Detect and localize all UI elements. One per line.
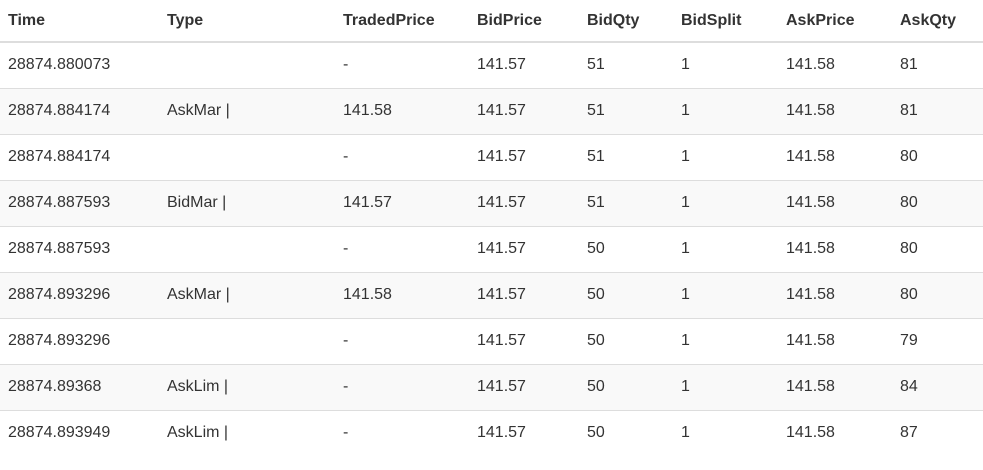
bid-qty-cell: 50: [579, 225, 673, 272]
bid-price-cell: 141.57: [469, 271, 579, 318]
type-cell: AskMar |: [159, 271, 335, 318]
bid-split-cell: 1: [673, 317, 778, 364]
ask-qty-cell: 81: [892, 41, 983, 88]
time-cell: 28874.89368: [0, 363, 159, 410]
ask-qty-cell: 80: [892, 271, 983, 318]
type-cell: [159, 133, 335, 180]
table-row[interactable]: 28874.884174 -141.57 51 1 141.58 80: [0, 133, 983, 180]
bid-qty-cell: 50: [579, 271, 673, 318]
table-row[interactable]: 28874.880073 -141.57 51 1 141.58 81: [0, 41, 983, 88]
ask-qty-cell: 87: [892, 409, 983, 456]
traded-price-cell: -: [335, 41, 469, 88]
header-row: Time Type TradedPrice BidPrice BidQty Bi…: [0, 0, 983, 43]
type-cell: BidMar |: [159, 179, 335, 226]
bid-split-cell: 1: [673, 41, 778, 88]
bid-price-cell: 141.57: [469, 87, 579, 134]
bid-split-cell: 1: [673, 409, 778, 456]
table-row[interactable]: 28874.89368 AskLim | -141.57 50 1 141.58 84: [0, 363, 983, 410]
ask-qty-cell: 81: [892, 87, 983, 134]
traded-price-cell: -: [335, 317, 469, 364]
bid-price-cell: 141.57: [469, 41, 579, 88]
type-cell: [159, 317, 335, 364]
traded-price-cell: 141.58: [335, 87, 469, 134]
type-cell: AskMar |: [159, 87, 335, 134]
type-cell: AskLim |: [159, 409, 335, 456]
time-cell: 28874.893296: [0, 271, 159, 318]
time-cell: 28874.887593: [0, 225, 159, 272]
table-row[interactable]: 28874.887593 -141.57 50 1 141.58 80: [0, 225, 983, 272]
time-cell: 28874.884174: [0, 87, 159, 134]
bid-split-cell: 1: [673, 87, 778, 134]
table-row[interactable]: 28874.887593 BidMar | 141.57 141.57 51 1 141.5…: [0, 179, 983, 226]
type-cell: [159, 225, 335, 272]
bid-split-cell: 1: [673, 363, 778, 410]
traded-price-cell: 141.58: [335, 271, 469, 318]
bid-qty-cell: 51: [579, 87, 673, 134]
bid-price-cell: 141.57: [469, 409, 579, 456]
ask-qty-cell: 79: [892, 317, 983, 364]
traded-price-cell: -: [335, 409, 469, 456]
bid-qty-cell: 50: [579, 363, 673, 410]
trades-table: Time Type TradedPrice BidPrice BidQty Bi…: [0, 0, 983, 456]
column-header-bid-split[interactable]: BidSplit: [673, 0, 778, 43]
type-cell: AskLim |: [159, 363, 335, 410]
ask-price-cell: 141.58: [778, 133, 892, 180]
ask-qty-cell: 80: [892, 225, 983, 272]
bid-split-cell: 1: [673, 271, 778, 318]
ask-qty-cell: 80: [892, 179, 983, 226]
time-cell: 28874.893949: [0, 409, 159, 456]
bid-qty-cell: 51: [579, 133, 673, 180]
column-header-time[interactable]: Time: [0, 0, 159, 43]
ask-price-cell: 141.58: [778, 225, 892, 272]
table-body: 28874.880073-141.57 51 1 141.58 81 28874.8841…: [0, 41, 983, 456]
table-row[interactable]: 28874.893296 AskMar | 141.58 141.57 50 1 141.5…: [0, 271, 983, 318]
time-cell: 28874.887593: [0, 179, 159, 226]
ask-price-cell: 141.58: [778, 271, 892, 318]
ask-price-cell: 141.58: [778, 409, 892, 456]
traded-price-cell: -: [335, 133, 469, 180]
bid-price-cell: 141.57: [469, 133, 579, 180]
bid-price-cell: 141.57: [469, 225, 579, 272]
ask-qty-cell: 80: [892, 133, 983, 180]
table-row[interactable]: 28874.884174 AskMar | 141.58 141.57 51 1 141.5…: [0, 87, 983, 134]
ask-price-cell: 141.58: [778, 41, 892, 88]
bid-qty-cell: 50: [579, 409, 673, 456]
table-row[interactable]: 28874.893296 -141.57 50 1 141.58 79: [0, 317, 983, 364]
time-cell: 28874.880073: [0, 41, 159, 88]
column-header-bid-price[interactable]: BidPrice: [469, 0, 579, 43]
ask-price-cell: 141.58: [778, 179, 892, 226]
column-header-type[interactable]: Type: [159, 0, 335, 43]
ask-price-cell: 141.58: [778, 317, 892, 364]
column-header-bid-qty[interactable]: BidQty: [579, 0, 673, 43]
bid-price-cell: 141.57: [469, 317, 579, 364]
ask-price-cell: 141.58: [778, 363, 892, 410]
table-row[interactable]: 28874.893949 AskLim | -141.57 50 1 141.58 87: [0, 409, 983, 456]
table-header: Time Type TradedPrice BidPrice BidQty Bi…: [0, 0, 983, 43]
column-header-ask-qty[interactable]: AskQty: [892, 0, 983, 43]
bid-qty-cell: 50: [579, 317, 673, 364]
traded-price-cell: -: [335, 363, 469, 410]
ask-price-cell: 141.58: [778, 87, 892, 134]
bid-split-cell: 1: [673, 133, 778, 180]
bid-price-cell: 141.57: [469, 179, 579, 226]
traded-price-cell: -: [335, 225, 469, 272]
bid-split-cell: 1: [673, 225, 778, 272]
ask-qty-cell: 84: [892, 363, 983, 410]
traded-price-cell: 141.57: [335, 179, 469, 226]
bid-split-cell: 1: [673, 179, 778, 226]
type-cell: [159, 41, 335, 88]
bid-price-cell: 141.57: [469, 363, 579, 410]
column-header-traded-price[interactable]: TradedPrice: [335, 0, 469, 43]
time-cell: 28874.884174: [0, 133, 159, 180]
bid-qty-cell: 51: [579, 41, 673, 88]
bid-qty-cell: 51: [579, 179, 673, 226]
column-header-ask-price[interactable]: AskPrice: [778, 0, 892, 43]
time-cell: 28874.893296: [0, 317, 159, 364]
